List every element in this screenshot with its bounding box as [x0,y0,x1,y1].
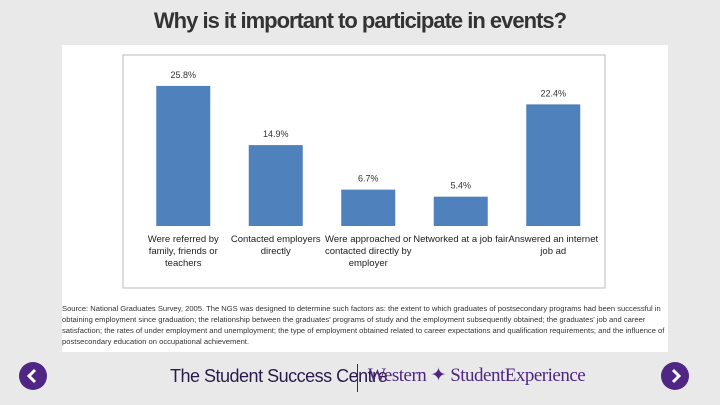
prev-icon [26,368,37,384]
source-note: Source: National Graduates Survey, 2005.… [62,304,665,346]
prev-button[interactable] [19,362,47,390]
bar [248,145,303,226]
bar [156,85,211,226]
footer-logo: Western ✦ StudentExperience [368,365,586,386]
footer-separator [357,364,358,392]
chart-panel: 25.8% 14.9% 6.7% 5.4% 22.4% Source: National… [62,45,668,352]
value-label: 14.9% [263,129,289,139]
value-label: 22.4% [540,88,566,98]
next-icon [671,368,682,384]
plot-border [122,54,606,289]
category-label: Were approached or contacted directly by… [324,234,412,269]
bar [341,189,396,226]
footer-logo: The Student Success Centre [170,366,388,386]
category-label: Were referred by family, friends or teac… [147,234,219,269]
category-label: Contacted employers directly [230,234,321,257]
bar [526,104,581,226]
bar [433,196,488,226]
value-label: 6.7% [358,174,379,184]
slide-title: Why is it important to participate in ev… [153,8,567,33]
next-button[interactable] [661,362,689,390]
value-label: 25.8% [170,70,196,80]
chart: 25.8% 14.9% 6.7% 5.4% 22.4% [122,54,606,289]
category-label: Networked at a job fair [413,234,509,245]
category-label: Answered an internet job ad [508,234,599,257]
value-label: 5.4% [450,181,471,191]
